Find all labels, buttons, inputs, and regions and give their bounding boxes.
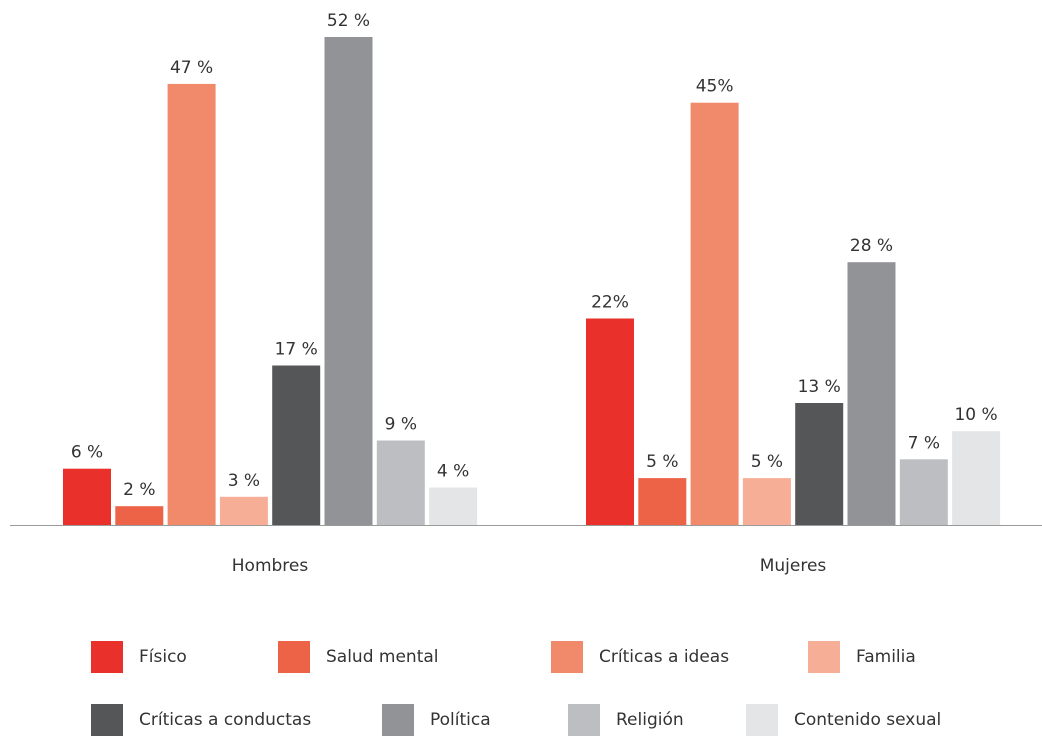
bar-mujeres-criticas-a-conductas [795, 403, 844, 525]
data-label-hombres-familia: 3 % [228, 471, 260, 491]
bar-hombres-familia [219, 496, 268, 525]
bar-hombres-criticas-a-conductas [272, 365, 321, 525]
bar-mujeres-salud-mental [638, 478, 687, 525]
bar-hombres-contenido-sexual [429, 487, 478, 525]
bar-mujeres-familia [742, 478, 791, 525]
data-label-mujeres-salud-mental: 5 % [646, 452, 678, 472]
data-label-mujeres-politica: 28 % [850, 236, 893, 256]
data-label-mujeres-criticas-a-conductas: 13 % [798, 377, 841, 397]
data-label-mujeres-contenido-sexual: 10 % [954, 405, 997, 425]
data-label-hombres-contenido-sexual: 4 % [437, 462, 469, 482]
bar-hombres-criticas-a-ideas [167, 83, 216, 526]
data-label-mujeres-religion: 7 % [908, 433, 940, 453]
data-label-hombres-criticas-a-ideas: 47 % [170, 58, 213, 78]
bar-mujeres-religion [899, 459, 948, 525]
x-tick-label-mujeres: Mujeres [760, 556, 827, 576]
bar-hombres-religion [376, 440, 425, 525]
bar-hombres-salud-mental [115, 506, 164, 525]
data-label-mujeres-criticas-a-ideas: 45% [696, 77, 734, 97]
bar-mujeres-criticas-a-ideas [690, 102, 739, 525]
bar-mujeres-fisico [586, 318, 634, 525]
data-label-hombres-religion: 9 % [385, 415, 417, 435]
bar-mujeres-contenido-sexual [952, 431, 1001, 525]
data-label-mujeres-familia: 5 % [751, 452, 783, 472]
bar-hombres-fisico [63, 468, 111, 525]
data-label-hombres-criticas-a-conductas: 17 % [275, 340, 318, 360]
data-label-hombres-fisico: 6 % [71, 443, 103, 463]
data-label-hombres-politica: 52 % [327, 11, 370, 31]
data-label-mujeres-fisico: 22% [591, 293, 629, 313]
bar-mujeres-politica [847, 262, 896, 525]
x-tick-label-hombres: Hombres [232, 556, 309, 576]
data-label-hombres-salud-mental: 2 % [123, 480, 155, 500]
bar-hombres-politica [324, 37, 373, 525]
